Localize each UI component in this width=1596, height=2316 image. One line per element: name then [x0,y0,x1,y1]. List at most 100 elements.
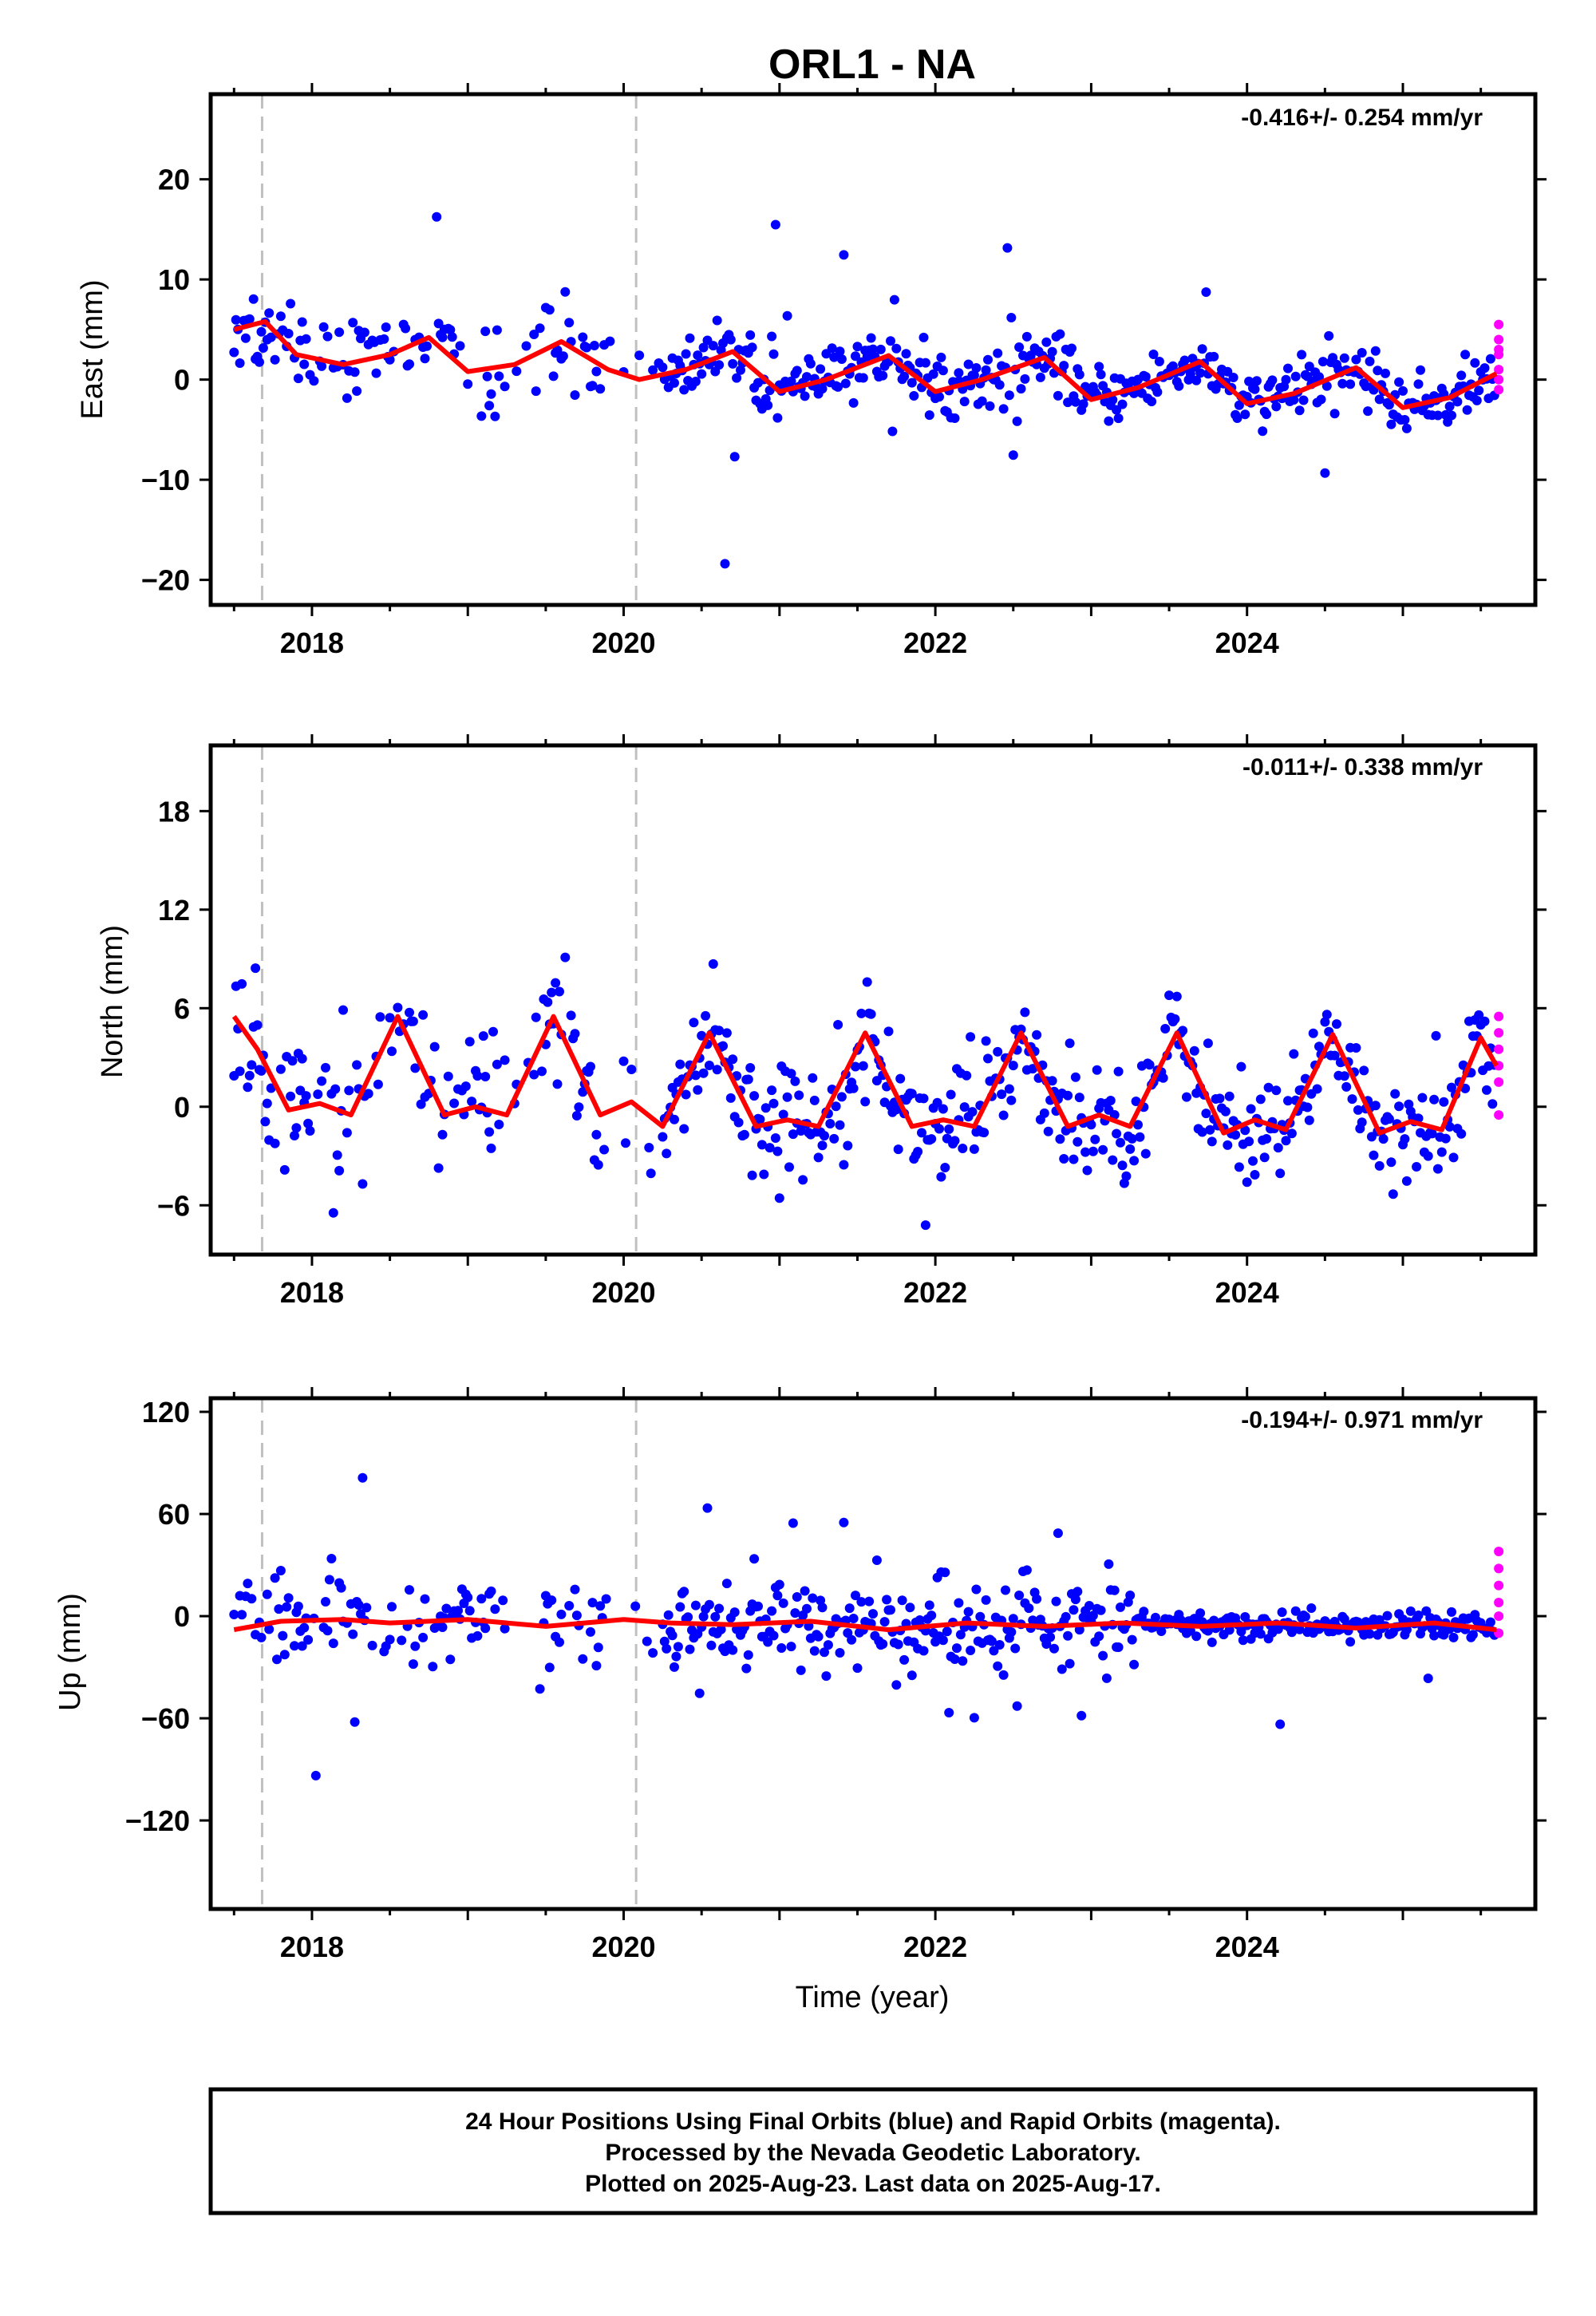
up-data-point [1116,1602,1125,1612]
up-data-point [871,1555,882,1565]
up-data-point [848,1614,859,1623]
north-data-point [764,1143,775,1153]
north-data-point [408,1016,418,1026]
north-data-point [733,1117,744,1128]
east-data-point [685,333,695,343]
east-data-point [1485,354,1495,364]
east-data-point [1470,358,1480,368]
north-final-orbit-points [229,952,1499,1231]
up-data-point [1151,1612,1160,1622]
north-data-point [1004,1084,1014,1094]
east-data-point [729,452,740,462]
up-data-point [802,1603,812,1614]
east-data-point [1016,384,1026,394]
footer-line-2: Processed by the Nevada Geodetic Laborat… [605,2140,1140,2166]
east-data-point [690,377,701,386]
north-data-point [1429,1094,1440,1105]
north-data-point [701,1010,711,1021]
up-data-point [710,1611,721,1622]
east-data-point [1351,354,1361,365]
up-data-point [586,1626,595,1637]
up-data-point [1014,1591,1025,1600]
east-data-point [928,369,938,379]
north-data-point [1205,1124,1215,1135]
east-data-point [698,342,709,353]
north-data-point [1283,1096,1293,1106]
north-data-point [321,1062,330,1073]
east-x-tick-label: 2018 [280,626,344,659]
up-data-point [944,1708,954,1717]
east-data-point [875,344,886,354]
north-data-point [1436,1147,1447,1157]
north-data-point [1390,1089,1400,1099]
east-data-point [490,411,500,421]
east-data-point [681,349,691,359]
up-data-point [1240,1612,1250,1622]
panel-up-ylabel: Up (mm) [53,1593,87,1711]
east-data-point [379,334,389,344]
east-data-point [829,352,839,362]
east-data-point [767,331,777,342]
up-data-point [1104,1559,1114,1569]
up-data-point [694,1688,705,1698]
east-data-point [670,377,679,388]
north-data-point [1347,1094,1357,1105]
east-data-point [371,368,381,378]
up-rapid-point-4 [1494,1611,1504,1622]
east-data-point [899,371,910,381]
east-data-point [286,298,296,309]
north-data-point [698,1068,709,1078]
up-data-point [247,1594,257,1604]
up-x-tick-label: 2020 [591,1931,655,1963]
north-data-point [1055,1134,1065,1144]
up-data-point [704,1599,714,1610]
north-data-point [1125,1144,1136,1154]
north-rapid-point-0 [1494,1011,1504,1022]
up-data-point [350,1717,360,1727]
north-data-point [618,1056,629,1066]
up-data-point [275,1566,286,1575]
east-data-point [512,366,522,377]
north-data-point [784,1162,794,1172]
up-rapid-point-1 [1494,1563,1504,1574]
east-data-point [1250,384,1260,394]
east-data-point [1035,372,1045,382]
north-data-point [714,1026,725,1036]
north-data-point [728,1054,738,1065]
east-data-point [582,342,592,353]
east-data-point [907,377,917,388]
east-data-point [1416,365,1425,375]
up-data-point [1277,1607,1287,1618]
up-data-point [671,1651,681,1662]
east-data-point [535,323,545,334]
north-data-point [1329,1050,1340,1061]
up-data-point [820,1647,829,1658]
east-data-point [1394,377,1404,387]
east-data-point [1321,381,1332,391]
up-data-point [358,1472,368,1483]
north-data-point [416,1099,426,1109]
north-data-point [794,1090,804,1101]
east-data-point [1370,346,1381,356]
north-data-point [979,1128,990,1138]
north-data-point [1312,1084,1322,1094]
east-data-point [800,391,810,401]
up-data-point [714,1603,725,1614]
east-data-point [1316,394,1326,405]
east-data-point [1021,331,1032,342]
north-data-point [1332,1019,1341,1030]
north-data-point [1063,1090,1073,1101]
north-data-point [1207,1136,1217,1147]
east-data-point [560,287,571,297]
east-y-tick-label: 10 [158,263,190,296]
up-data-point [490,1604,500,1614]
north-data-point [1432,1164,1443,1174]
east-data-point [1329,409,1340,419]
north-data-point [552,1079,563,1089]
east-data-point [954,368,964,378]
north-data-point [778,1109,788,1120]
north-data-point [1043,1126,1053,1136]
up-data-point [595,1601,606,1611]
north-data-point [1339,1071,1349,1081]
north-data-point [681,1089,691,1100]
